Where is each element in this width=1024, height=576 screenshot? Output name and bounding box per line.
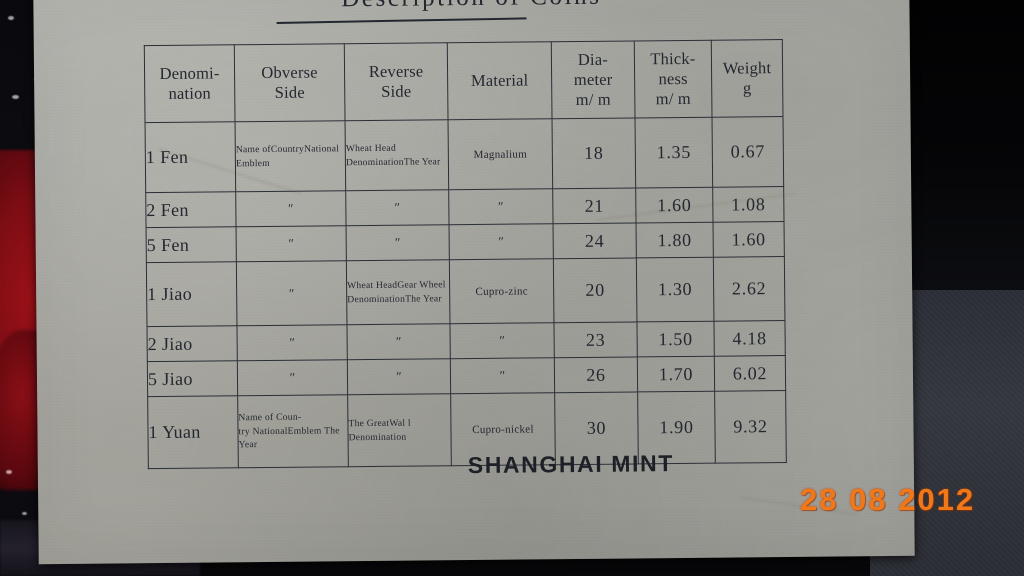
- cell-diameter: 21: [552, 187, 637, 224]
- cell-denomination: 1 Fen: [145, 121, 236, 193]
- column-header-denomination: Denomi- nation: [144, 44, 236, 123]
- table-header-row: Denomi- nation Obverse Side Reverse Side: [144, 39, 784, 123]
- cell-denomination: 1 Jiao: [146, 261, 237, 327]
- cell-denomination: 2 Fen: [145, 191, 237, 228]
- cell-diameter: 18: [552, 117, 636, 189]
- cell-reverse-side: ″: [346, 224, 450, 261]
- cell-obverse-side: Name ofCountryNational Emblem: [235, 120, 346, 192]
- cell-denomination: 2 Jiao: [146, 325, 238, 362]
- cell-diameter: 24: [553, 222, 637, 259]
- camera-date-stamp: 28 08 2012: [800, 482, 976, 517]
- cell-reverse-side: Wheat Head DenominationThe Year: [345, 119, 449, 191]
- cell-line: The Year: [405, 292, 442, 305]
- cell-line: Name of: [235, 143, 271, 155]
- highlight-speck: [12, 95, 19, 99]
- cell-obverse-side: ″: [236, 225, 347, 262]
- column-header-obverse-side: Obverse Side: [234, 43, 346, 122]
- cell-thickness: 1.50: [636, 321, 715, 357]
- cell-weight: 9.32: [714, 390, 787, 464]
- cell-weight: 1.60: [713, 221, 785, 258]
- cell-line: Name of Coun-: [238, 411, 302, 424]
- column-header-thickness: Thick- ness m/ m: [634, 40, 713, 118]
- cell-line: The Great: [348, 417, 390, 429]
- cell-thickness: 1.30: [636, 257, 714, 322]
- cell-diameter: 26: [554, 356, 638, 393]
- highlight-speck: [22, 512, 27, 515]
- cell-line: Denomination: [347, 293, 406, 305]
- column-header-diameter: Dia- meter m/ m: [551, 40, 636, 119]
- cell-obverse-side: ″: [237, 359, 348, 396]
- cell-obverse-side: ″: [236, 260, 347, 326]
- cell-obverse-side: Name of Coun-try NationalEmblem The Year: [237, 394, 349, 468]
- cell-obverse-side: ″: [235, 190, 347, 227]
- cell-line: The Year: [403, 155, 441, 168]
- cell-thickness: 1.35: [635, 117, 713, 188]
- cell-material: ″: [449, 223, 554, 260]
- cell-thickness: 1.70: [637, 356, 715, 392]
- cell-weight: 1.08: [712, 186, 785, 223]
- cell-line: Wal l: [389, 417, 411, 429]
- cell-line: Denomination: [345, 156, 404, 168]
- cell-line: try National: [238, 425, 288, 437]
- cell-weight: 2.62: [713, 256, 785, 322]
- cell-denomination: 5 Fen: [146, 226, 237, 263]
- cell-denomination: 1 Yuan: [147, 395, 239, 469]
- cell-reverse-side: ″: [346, 323, 451, 360]
- cell-denomination: 5 Jiao: [147, 360, 238, 397]
- cell-reverse-side: The GreatWal l Denomination: [347, 393, 452, 467]
- cell-reverse-side: ″: [347, 358, 451, 395]
- cell-reverse-side: ″: [345, 189, 450, 226]
- cell-material: ″: [450, 357, 555, 394]
- cell-line: Wheat Head: [345, 142, 397, 154]
- table-row: 1 Jiao ″ Wheat HeadGear Wheel DenominationT…: [146, 256, 785, 327]
- cell-weight: 0.67: [712, 116, 784, 188]
- column-header-weight: Weight g: [711, 39, 784, 118]
- coin-set-insert-card: Description of Coins Denomi- nation Obve…: [33, 0, 915, 565]
- cell-line: Gear Wheel: [397, 278, 446, 291]
- highlight-speck: [6, 470, 12, 474]
- cell-weight: 6.02: [714, 355, 786, 392]
- cell-reverse-side: Wheat HeadGear Wheel DenominationThe Year: [346, 259, 450, 325]
- cell-line: Wheat Head: [347, 279, 398, 291]
- table-row: 1 Fen Name ofCountryNational Emblem Wheat H…: [145, 116, 784, 193]
- cell-material: Cupro-zinc: [449, 258, 554, 324]
- cell-material: Magnalium: [448, 118, 553, 190]
- title-underline: [276, 17, 527, 24]
- cell-line: Emblem: [235, 157, 270, 169]
- mint-name: SHANGHAI MINT: [467, 450, 675, 479]
- coin-description-table: Denomi- nation Obverse Side Reverse Side: [144, 39, 787, 469]
- cell-line: Emblem The: [287, 424, 340, 437]
- column-header-material: Material: [447, 41, 553, 120]
- cell-obverse-side: ″: [236, 324, 348, 361]
- cell-line: Year: [238, 439, 258, 451]
- cell-thickness: 1.80: [636, 222, 714, 258]
- page-title: Description of Coins: [33, 0, 909, 16]
- cell-line: Denomination: [348, 431, 407, 443]
- column-header-reverse-side: Reverse Side: [344, 42, 449, 121]
- cell-line: Country: [270, 143, 305, 155]
- table-body: 1 Fen Name ofCountryNational Emblem Wheat H…: [145, 116, 787, 469]
- highlight-speck: [8, 16, 14, 20]
- cell-material: ″: [448, 188, 554, 225]
- cell-diameter: 23: [553, 321, 638, 358]
- cell-thickness: 1.60: [635, 187, 714, 223]
- cell-weight: 4.18: [713, 320, 786, 357]
- cell-line: National: [304, 142, 340, 155]
- cell-material: ″: [449, 322, 555, 359]
- cell-diameter: 20: [553, 257, 637, 323]
